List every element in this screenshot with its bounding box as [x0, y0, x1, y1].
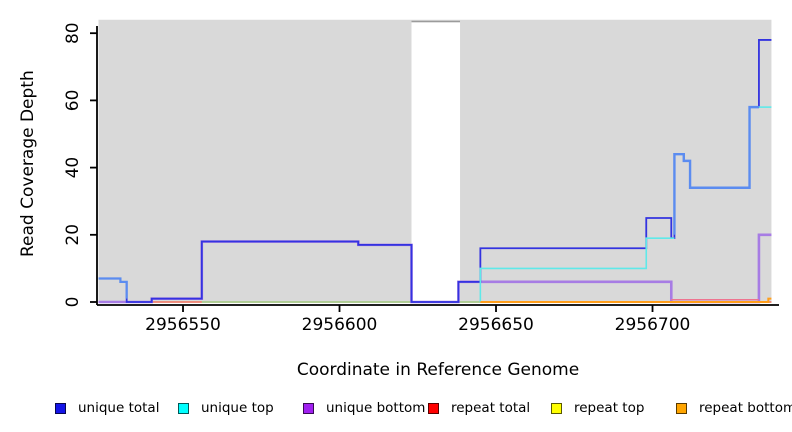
- legend-item-repeat-top: repeat top: [551, 398, 644, 418]
- legend-label-unique-bottom: unique bottom: [326, 400, 426, 416]
- masked-region: [411, 22, 461, 303]
- series-segment-total-top-overlap-left: [98, 277, 128, 299]
- legend-label-unique-total: unique total: [78, 400, 160, 416]
- legend-label-repeat-top: repeat top: [574, 400, 645, 416]
- legend-item-repeat-bottom: repeat bottom: [676, 398, 792, 418]
- legend-swatch-repeat-top: [551, 402, 562, 414]
- legend: unique total unique top unique bottom repea…: [0, 398, 792, 422]
- legend-swatch-unique-total: [55, 402, 66, 414]
- x-axis-title: Coordinate in Reference Genome: [296, 360, 580, 380]
- legend-swatch-unique-top: [178, 402, 189, 414]
- legend-swatch-repeat-total: [428, 402, 439, 414]
- legend-label-unique-top: unique top: [201, 400, 274, 416]
- y-axis-title: Read Coverage Depth: [18, 70, 38, 257]
- y-tick-label: 20: [63, 224, 83, 246]
- y-tick-label: 60: [63, 90, 83, 112]
- series-segment-total-top-overlap-right: [673, 105, 759, 235]
- y-tick-label: 40: [63, 157, 83, 179]
- legend-item-unique-bottom: unique bottom: [303, 398, 425, 418]
- y-tick-label: 0: [63, 297, 83, 308]
- x-tick-label: 2956550: [145, 315, 221, 335]
- legend-label-repeat-bottom: repeat bottom: [699, 400, 792, 416]
- legend-label-repeat-total: repeat total: [451, 400, 531, 416]
- legend-item-unique-total: unique total: [55, 398, 159, 418]
- legend-item-unique-top: unique top: [178, 398, 274, 418]
- y-tick-label: 80: [63, 22, 83, 44]
- x-tick-label: 2956650: [458, 315, 534, 335]
- plot-canvas: 2956550 2956600 2956650 2956700 0 20 40 60 80: [63, 19, 779, 335]
- legend-swatch-unique-bottom: [303, 402, 314, 414]
- series-segment-unique-top-mid: [479, 237, 675, 302]
- series-segment-repeat-bottom: [480, 297, 772, 303]
- legend-item-repeat-total: repeat total: [428, 398, 530, 418]
- x-tick-label: 2956600: [302, 315, 378, 335]
- legend-swatch-repeat-bottom: [676, 402, 687, 414]
- x-tick-label: 2956700: [615, 315, 691, 335]
